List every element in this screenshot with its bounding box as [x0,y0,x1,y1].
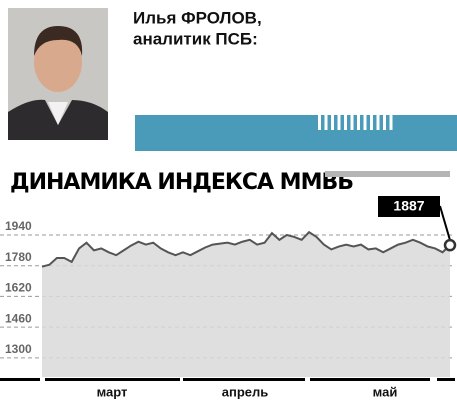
x-tick-label: май [373,384,398,399]
axis-segment [183,378,305,381]
stripe [364,115,367,130]
y-tick-label: 1300 [5,342,32,356]
axis-segment [437,378,455,381]
stripe [383,115,386,130]
decor-line [325,171,450,177]
y-tick-label: 1940 [5,219,32,233]
stripe [338,115,341,130]
stripe [351,115,354,130]
page: Илья ФРОЛОВ, аналитик ПСБ: ДИНАМИКА ИНДЕ… [0,0,457,408]
stripe [377,115,380,130]
stripe [344,115,347,130]
speaker-name: Илья ФРОЛОВ, [133,8,262,27]
photo [8,8,108,140]
y-tick-label: 1460 [5,311,32,325]
area-fill [42,232,450,377]
decor-bar [135,115,457,151]
stripe [325,115,328,130]
stripe [370,115,373,130]
axis-segment [45,378,180,381]
x-tick-label: апрель [222,384,269,399]
speaker-role: аналитик ПСБ: [133,29,258,48]
last-point [445,240,455,250]
value-label: 1887 [393,198,424,214]
stripe [318,115,321,130]
stripe [331,115,334,130]
axis-segment [310,378,430,381]
chart-title: ДИНАМИКА ИНДЕКСА ММВБ [10,170,353,195]
axis-segment [0,378,40,381]
y-tick-label: 1620 [5,281,32,295]
stripe [357,115,360,130]
y-tick-label: 1780 [5,250,32,264]
x-tick-label: март [97,384,128,399]
stripe [390,115,393,130]
